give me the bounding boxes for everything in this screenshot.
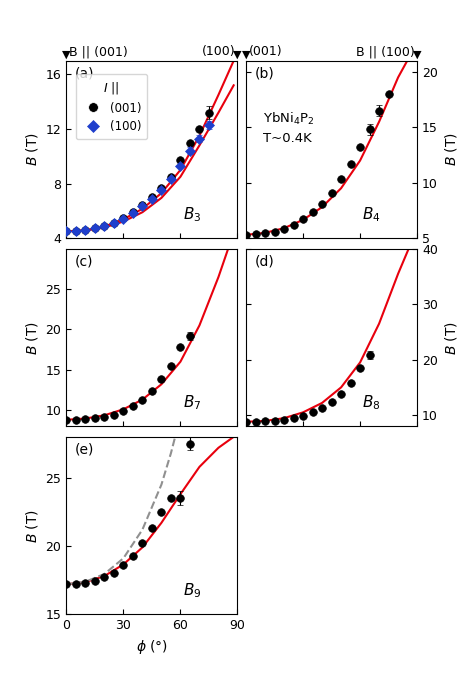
Text: $B_9$: $B_9$	[182, 581, 201, 600]
Text: YbNi$_4$P$_2$
T~0.4K: YbNi$_4$P$_2$ T~0.4K	[263, 111, 315, 144]
Y-axis label: $B$ (T): $B$ (T)	[443, 132, 459, 167]
Text: B || (001): B || (001)	[69, 45, 128, 58]
Text: $B_8$: $B_8$	[362, 394, 381, 412]
Text: (c): (c)	[75, 254, 93, 268]
Text: ▼: ▼	[233, 50, 242, 60]
Text: $B_4$: $B_4$	[362, 205, 381, 224]
Y-axis label: $B$ (T): $B$ (T)	[24, 508, 40, 543]
Y-axis label: $B$ (T): $B$ (T)	[443, 321, 459, 354]
Text: ▼: ▼	[62, 50, 71, 60]
Text: (100): (100)	[201, 45, 235, 58]
Text: $B_3$: $B_3$	[182, 205, 201, 224]
Legend: (001), (100): (001), (100)	[76, 74, 147, 139]
Text: (a): (a)	[75, 66, 94, 80]
X-axis label: $\phi$ (°): $\phi$ (°)	[136, 638, 168, 655]
Text: (b): (b)	[255, 66, 274, 80]
Y-axis label: $B$ (T): $B$ (T)	[24, 321, 40, 354]
Text: ▼: ▼	[413, 50, 421, 60]
Text: B || (100): B || (100)	[356, 45, 415, 58]
Text: $B_7$: $B_7$	[182, 394, 201, 412]
Text: (e): (e)	[75, 442, 94, 456]
Text: (d): (d)	[255, 254, 274, 268]
Text: (001): (001)	[248, 45, 282, 58]
Text: ▼: ▼	[242, 50, 250, 60]
Y-axis label: $B$ (T): $B$ (T)	[24, 132, 40, 167]
